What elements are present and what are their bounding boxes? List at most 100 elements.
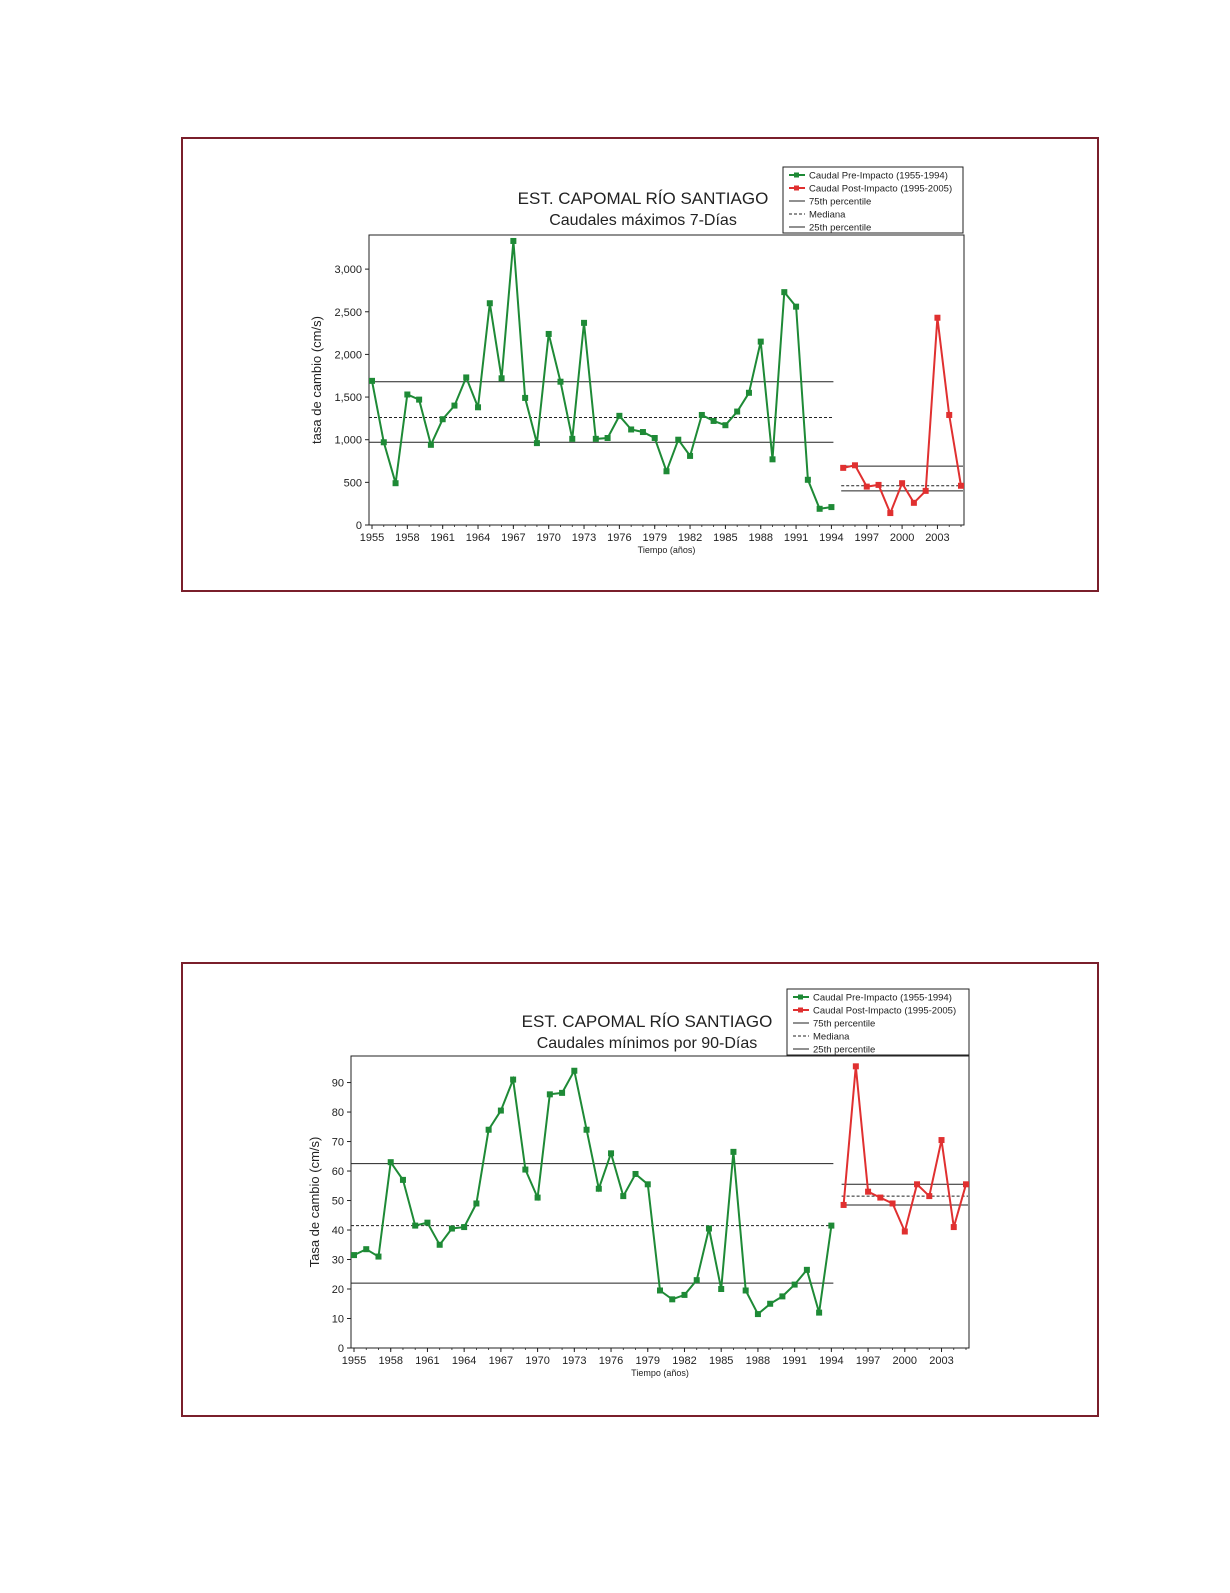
x-tick-label: 1994 bbox=[819, 1355, 843, 1367]
y-axis-label: tasa de cambio (cm/s) bbox=[309, 316, 324, 444]
pre-impact-point bbox=[473, 1200, 480, 1207]
x-tick-label: 1979 bbox=[642, 532, 666, 544]
x-tick-label: 1970 bbox=[536, 532, 560, 544]
post-impact-point bbox=[914, 1181, 921, 1188]
post-impact-point bbox=[840, 464, 847, 471]
pre-impact-point bbox=[767, 1300, 774, 1307]
post-impact-point bbox=[851, 462, 858, 469]
legend-box bbox=[782, 166, 964, 234]
post-impact-point bbox=[926, 1193, 933, 1200]
pre-impact-point bbox=[681, 1291, 688, 1298]
pre-impact-point bbox=[522, 394, 529, 401]
pre-impact-point bbox=[651, 435, 658, 441]
legend-entry: 25th percentile bbox=[809, 223, 871, 234]
x-tick-label: 1958 bbox=[378, 1355, 402, 1367]
chart-min90-svg: EST. CAPOMAL RÍO SANTIAGO Caudales mínimo… bbox=[307, 988, 970, 1378]
y-tick-label: 90 bbox=[332, 1078, 344, 1090]
x-tick-label: 1964 bbox=[466, 532, 490, 544]
post-impact-point bbox=[901, 1228, 908, 1235]
y-tick-label: 50 bbox=[332, 1196, 344, 1208]
pre-impact-point bbox=[510, 1076, 517, 1083]
legend-swatch-marker bbox=[794, 185, 799, 191]
post-impact-point bbox=[946, 411, 953, 418]
x-tick-label: 1997 bbox=[856, 1355, 880, 1367]
pre-impact-point bbox=[628, 426, 635, 433]
pre-impact-point bbox=[522, 1166, 529, 1173]
legend-entry: 75th percentile bbox=[813, 1019, 875, 1030]
y-tick-label: 80 bbox=[332, 1107, 344, 1119]
y-tick-label: 0 bbox=[338, 1343, 344, 1355]
legend-entry: Mediana bbox=[809, 210, 846, 221]
pre-impact-point bbox=[663, 468, 670, 475]
pre-impact-point bbox=[387, 1159, 394, 1166]
pre-impact-point bbox=[705, 1225, 712, 1232]
x-tick-label: 1964 bbox=[452, 1355, 476, 1367]
post-impact-point bbox=[887, 510, 894, 517]
post-impact-point bbox=[852, 1063, 859, 1070]
x-tick-label: 1955 bbox=[342, 1355, 366, 1367]
post-impact-point bbox=[934, 314, 941, 321]
pre-impact-point bbox=[448, 1225, 455, 1232]
x-tick-label: 1997 bbox=[855, 532, 879, 544]
y-tick-label: 2,500 bbox=[334, 307, 362, 319]
pre-impact-point bbox=[710, 417, 717, 424]
pre-impact-point bbox=[754, 1311, 761, 1318]
y-tick-label: 60 bbox=[332, 1166, 344, 1178]
chart-max7-svg: EST. CAPOMAL RÍO SANTIAGO Caudales máximo… bbox=[309, 166, 965, 555]
pre-impact-point bbox=[592, 435, 599, 442]
pre-impact-point bbox=[616, 412, 623, 419]
x-tick-label: 2003 bbox=[925, 532, 949, 544]
pre-impact-point bbox=[757, 338, 764, 345]
y-tick-label: 70 bbox=[332, 1137, 344, 1149]
legend-entry: Caudal Pre-Impacto (1955-1994) bbox=[813, 993, 952, 1004]
y-tick-label: 30 bbox=[332, 1255, 344, 1267]
legend-swatch-marker bbox=[798, 994, 803, 1000]
x-axis-label: Tiempo (años) bbox=[638, 545, 696, 555]
pre-impact-point bbox=[583, 1126, 590, 1133]
pre-impact-point bbox=[399, 1176, 406, 1183]
y-tick-label: 40 bbox=[332, 1225, 344, 1237]
pre-impact-point bbox=[475, 404, 482, 411]
y-tick-label: 20 bbox=[332, 1284, 344, 1296]
chart-frame-max7: EST. CAPOMAL RÍO SANTIAGO Caudales máximo… bbox=[181, 137, 1099, 592]
pre-impact-point bbox=[363, 1246, 370, 1253]
chart-subtitle: Caudales máximos 7-Días bbox=[549, 212, 737, 229]
pre-impact-point bbox=[687, 452, 694, 459]
post-impact-point bbox=[863, 483, 870, 490]
pre-impact-point bbox=[451, 402, 458, 409]
pre-impact-point bbox=[559, 1089, 566, 1096]
pre-impact-point bbox=[427, 441, 434, 448]
x-tick-label: 1961 bbox=[430, 532, 454, 544]
pre-impact-point bbox=[620, 1193, 627, 1200]
legend-box bbox=[786, 988, 970, 1056]
chart-title: EST. CAPOMAL RÍO SANTIAGO bbox=[518, 189, 769, 208]
pre-impact-point bbox=[392, 480, 399, 487]
x-tick-label: 1967 bbox=[501, 532, 525, 544]
pre-impact-point bbox=[604, 435, 611, 441]
y-tick-label: 3,000 bbox=[334, 264, 362, 276]
pre-impact-point bbox=[816, 505, 823, 512]
pre-impact-point bbox=[608, 1150, 615, 1157]
post-impact-point bbox=[840, 1201, 847, 1208]
pre-impact-point bbox=[742, 1287, 749, 1294]
y-tick-label: 10 bbox=[332, 1314, 344, 1326]
pre-impact-series-line bbox=[353, 1067, 833, 1316]
pre-impact-point bbox=[463, 374, 470, 381]
pre-impact-point bbox=[769, 456, 776, 463]
chart-subtitle: Caudales mínimos por 90-Días bbox=[537, 1035, 758, 1052]
pre-impact-point bbox=[816, 1309, 823, 1316]
x-tick-label: 1979 bbox=[636, 1355, 660, 1367]
y-tick-label: 500 bbox=[344, 477, 362, 489]
pre-impact-point bbox=[804, 476, 811, 483]
pre-impact-point bbox=[730, 1148, 737, 1155]
pre-impact-point bbox=[412, 1222, 419, 1229]
pre-impact-point bbox=[571, 1067, 578, 1074]
pre-impact-point bbox=[675, 436, 682, 443]
pre-impact-point bbox=[351, 1252, 357, 1259]
x-tick-label: 1988 bbox=[748, 532, 772, 544]
pre-impact-point bbox=[436, 1241, 443, 1248]
x-tick-label: 1970 bbox=[525, 1355, 549, 1367]
legend-swatch-marker bbox=[794, 172, 799, 178]
legend-entry: Caudal Pre-Impacto (1955-1994) bbox=[809, 171, 948, 182]
pre-impact-point bbox=[461, 1224, 468, 1231]
